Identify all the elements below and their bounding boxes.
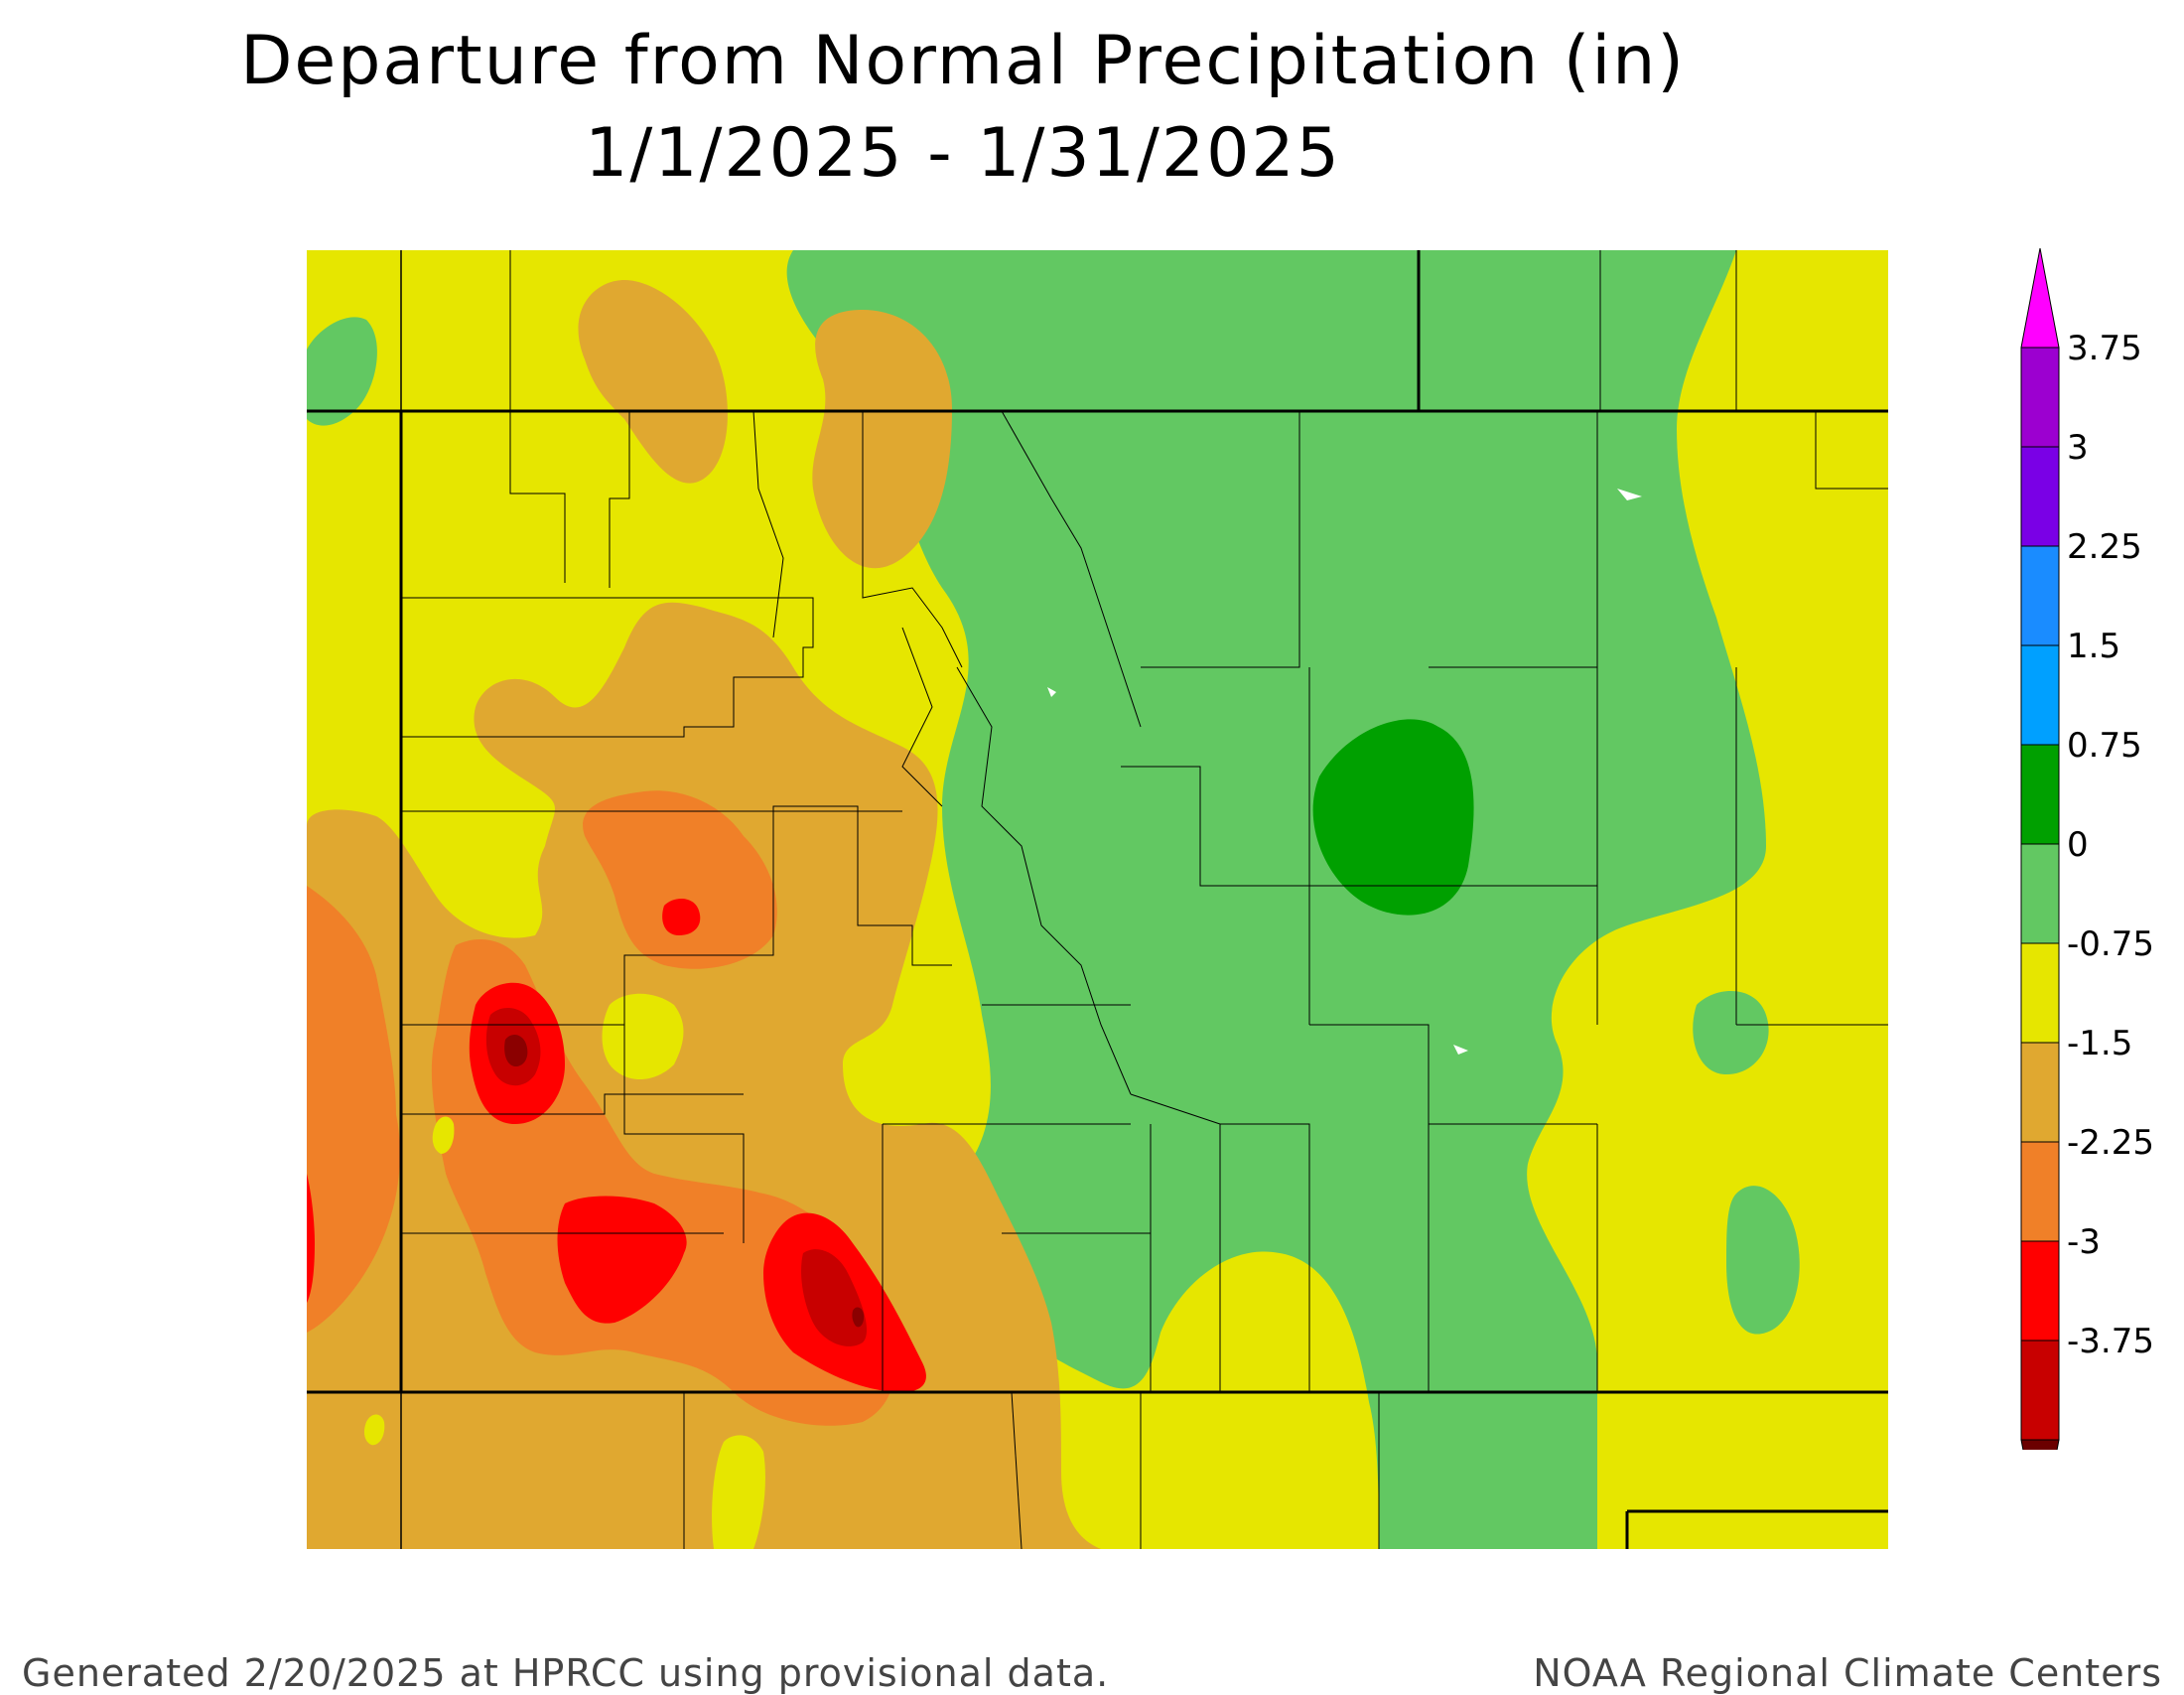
missing-data-spot bbox=[1617, 489, 1642, 500]
legend-swatch bbox=[2020, 644, 2060, 746]
legend-label: -2.25 bbox=[2067, 1123, 2154, 1163]
legend-label: 3 bbox=[2067, 428, 2089, 468]
contour-red-west2 bbox=[557, 1196, 687, 1324]
source-credit: NOAA Regional Climate Centers bbox=[1533, 1651, 2162, 1695]
precipitation-departure-map bbox=[307, 250, 1888, 1549]
contour-light-green-blob1 bbox=[1693, 991, 1769, 1074]
legend-swatch bbox=[2020, 1240, 2060, 1342]
map-date-range: 1/1/2025 - 1/31/2025 bbox=[585, 114, 1341, 193]
contour-light-green-nw bbox=[307, 317, 377, 426]
legend-label: -0.75 bbox=[2067, 924, 2154, 964]
legend-label: 0.75 bbox=[2067, 726, 2142, 766]
county-lines bbox=[401, 250, 1888, 1549]
legend-swatch bbox=[2020, 942, 2060, 1044]
legend-label: -1.5 bbox=[2067, 1024, 2132, 1063]
contour-green-center bbox=[1312, 719, 1474, 916]
legend-swatch bbox=[2020, 347, 2060, 448]
legend-swatch bbox=[2020, 1340, 2060, 1441]
map-title: Departure from Normal Precipitation (in) bbox=[240, 22, 1686, 100]
legend-label: 0 bbox=[2067, 825, 2089, 865]
contour-red-center bbox=[662, 899, 701, 935]
contour-orange-west bbox=[307, 886, 400, 1333]
state-outline-colorado bbox=[399, 409, 1888, 1394]
contour-yellow-hole3 bbox=[363, 1414, 385, 1446]
boundary-lines bbox=[307, 250, 1888, 1549]
contour-yellow-hole4 bbox=[712, 1435, 765, 1549]
legend-min-arrow bbox=[2020, 1439, 2060, 1450]
legend-label: -3.75 bbox=[2067, 1322, 2154, 1361]
generated-note: Generated 2/20/2025 at HPRCC using provi… bbox=[22, 1651, 1110, 1695]
missing-data-spot bbox=[1047, 687, 1056, 697]
legend-swatch bbox=[2020, 446, 2060, 547]
contour-light-orange-north2 bbox=[812, 310, 952, 569]
contour-yellow-hole1 bbox=[602, 993, 684, 1079]
missing-data-spot bbox=[1453, 1045, 1468, 1055]
legend-swatch bbox=[2020, 1141, 2060, 1242]
legend-swatch bbox=[2020, 1042, 2060, 1143]
contour-darkest-red-south bbox=[852, 1307, 865, 1328]
legend-label: -3 bbox=[2067, 1222, 2101, 1262]
contour-darkest-red-west bbox=[504, 1034, 528, 1067]
color-legend: 3.75 3 2.25 1.5 0.75 0 -0.75 -1.5 -2.25 -3 -3.75 bbox=[2020, 248, 2154, 1450]
legend-label: 1.5 bbox=[2067, 627, 2120, 666]
contour-dark-red-south bbox=[801, 1249, 868, 1346]
legend-label: 2.25 bbox=[2067, 527, 2142, 567]
contour-light-orange-north1 bbox=[578, 280, 728, 484]
contour-light-green-east bbox=[786, 250, 1766, 1549]
legend-max-arrow bbox=[2020, 248, 2060, 349]
contour-orange-center bbox=[583, 790, 777, 969]
legend-swatch bbox=[2020, 545, 2060, 646]
contour-red-edge bbox=[307, 1174, 315, 1303]
legend-swatch bbox=[2020, 744, 2060, 845]
contour-yellow-hole2 bbox=[432, 1116, 455, 1154]
legend-label: 3.75 bbox=[2067, 329, 2142, 368]
contour-light-green-blob2 bbox=[1726, 1186, 1800, 1335]
legend-swatch bbox=[2020, 843, 2060, 944]
